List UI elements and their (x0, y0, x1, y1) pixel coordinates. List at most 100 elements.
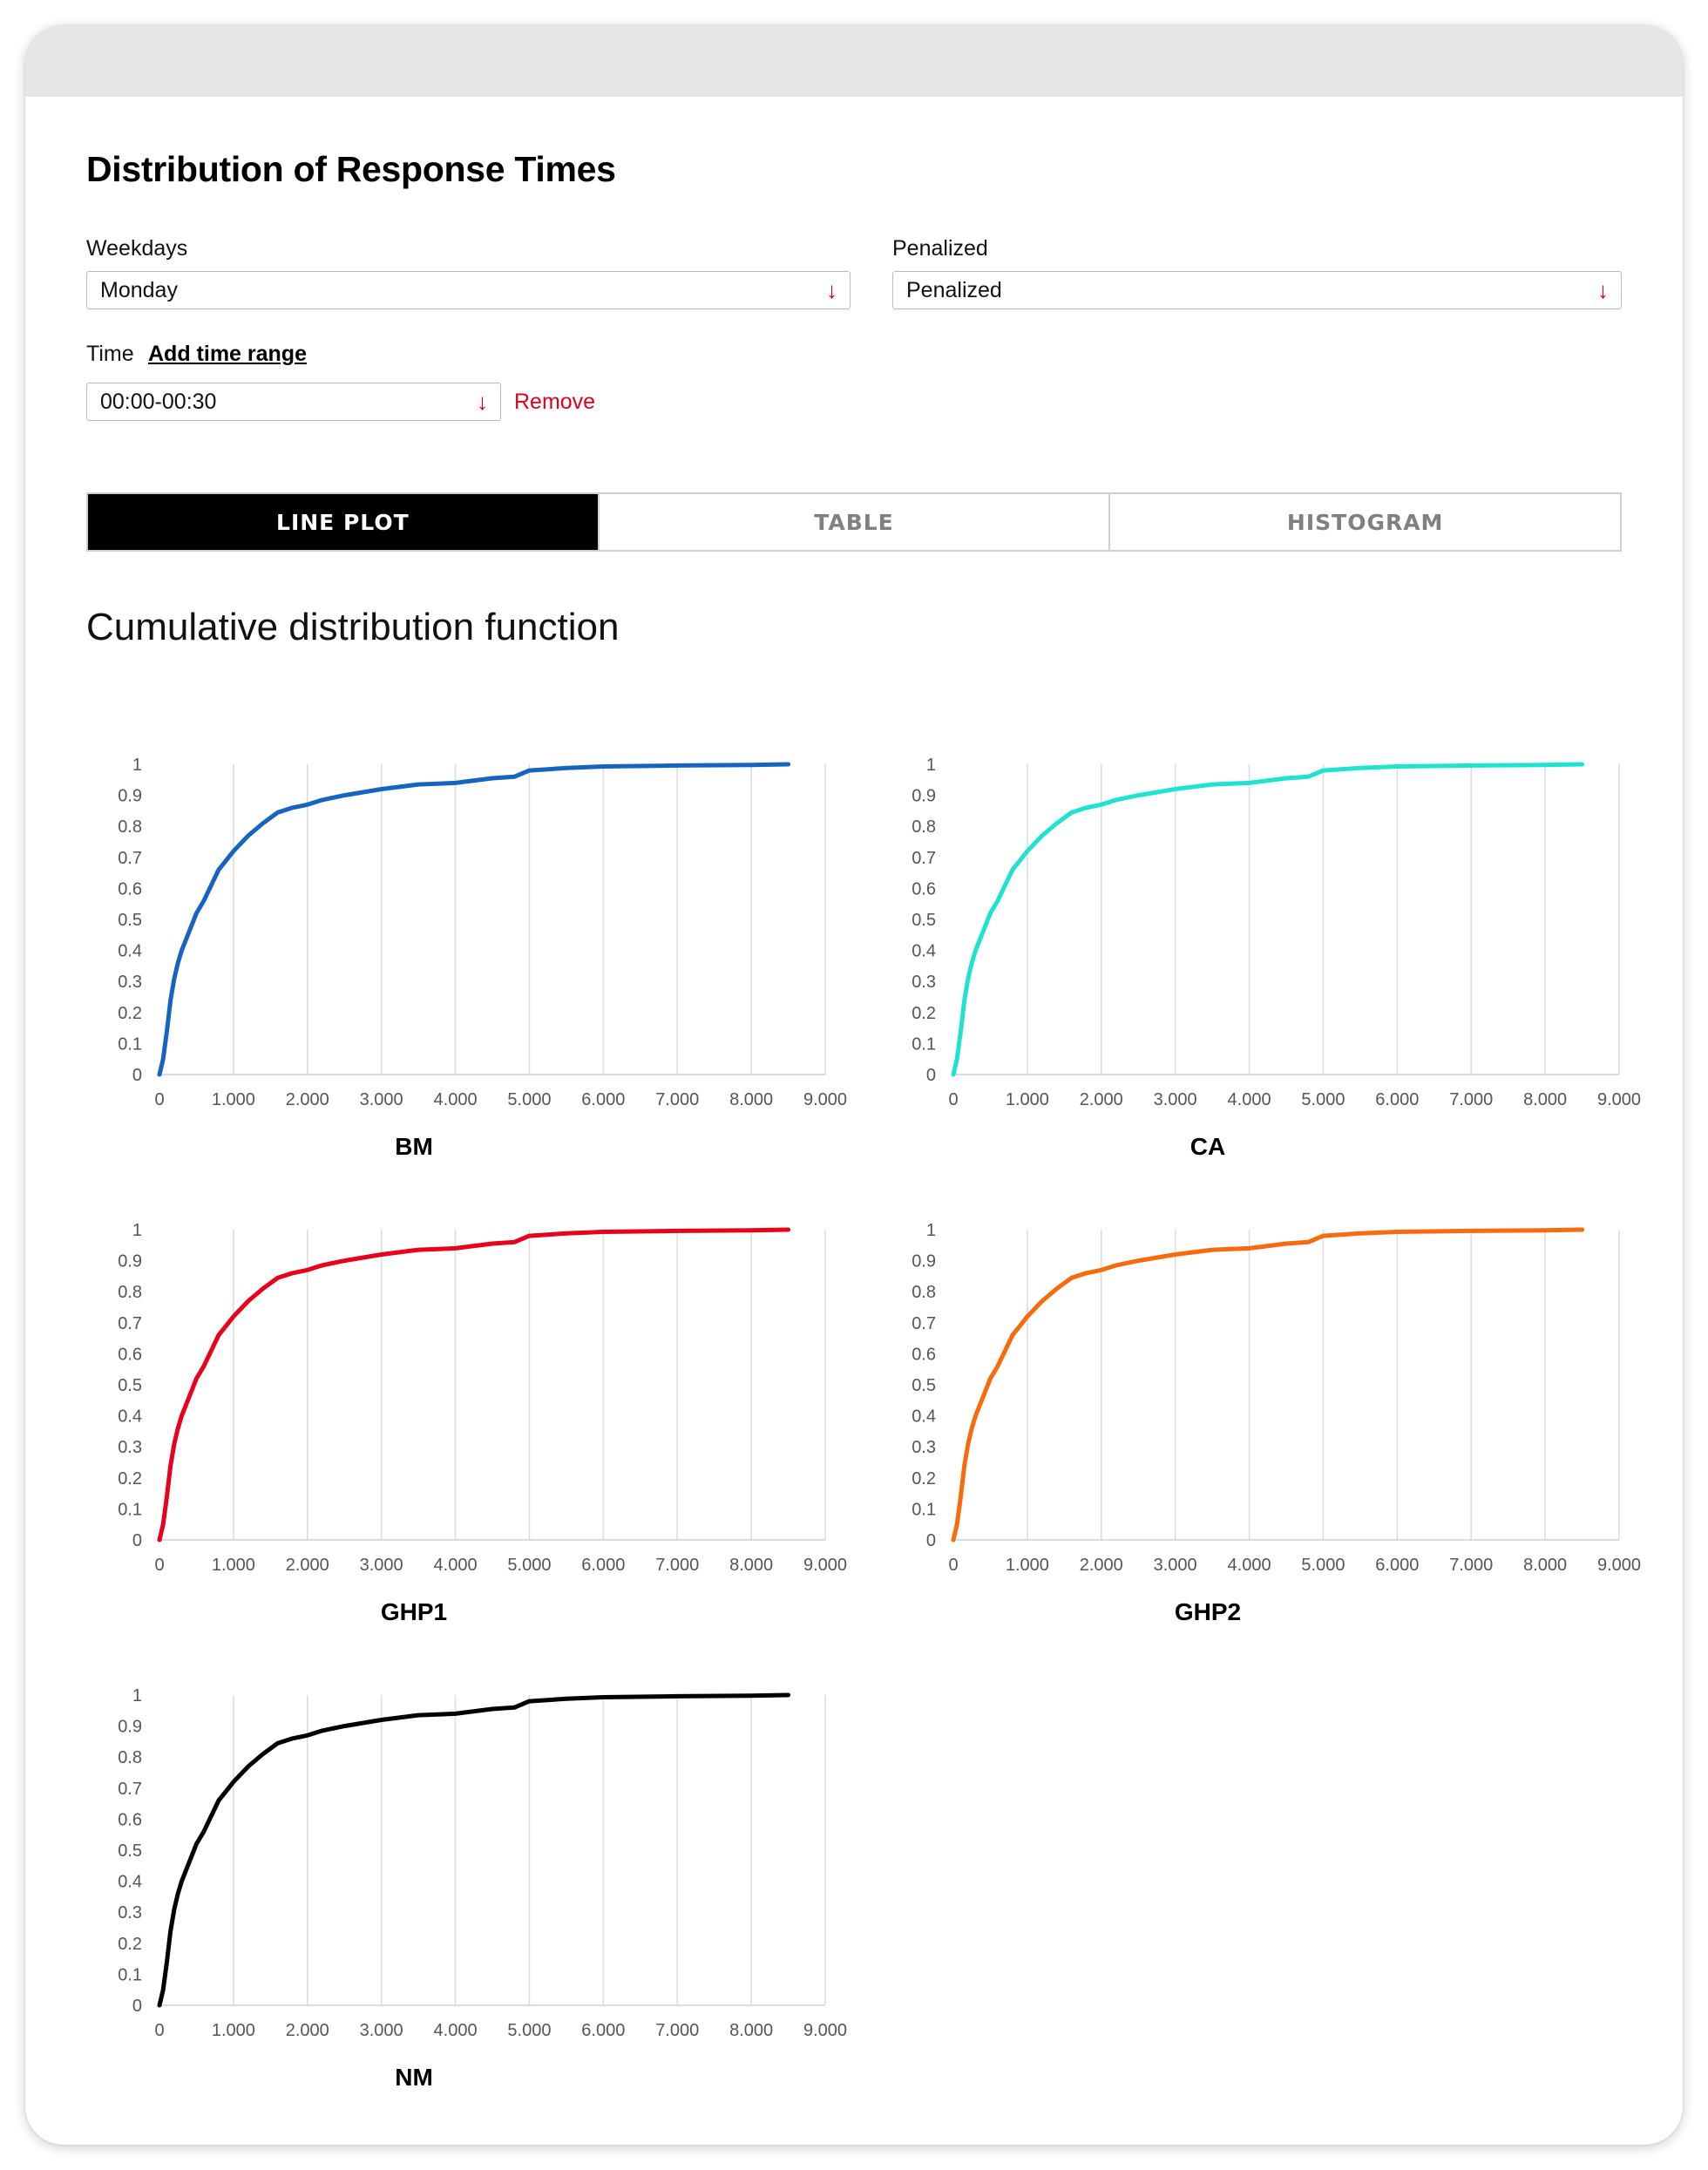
x-tick-label: 6.000 (581, 2021, 625, 2040)
y-tick-label: 0.6 (118, 1345, 142, 1364)
x-tick-label: 0 (154, 1556, 164, 1575)
x-tick-label: 3.000 (360, 1090, 403, 1109)
y-tick-label: 0.1 (118, 1034, 142, 1054)
y-tick-label: 0.3 (118, 1903, 142, 1922)
x-tick-label: 5.000 (507, 1556, 551, 1575)
x-tick-label: 3.000 (360, 2021, 403, 2040)
y-tick-label: 0.3 (912, 973, 936, 992)
y-tick-label: 0 (926, 1531, 936, 1550)
cdf-chart-ca: 0 1.000 2.000 3.000 4.000 5.000 6.000 7.000 8.00… (912, 756, 1641, 1160)
x-tick-label: 0 (154, 2021, 164, 2040)
y-tick-label: 0.4 (118, 1873, 142, 1892)
x-tick-label: 2.000 (286, 2021, 329, 2040)
series-line (157, 1692, 791, 2008)
y-tick-label: 0.5 (118, 911, 142, 930)
x-tick-label: 3.000 (360, 1556, 403, 1575)
y-tick-label: 0.4 (912, 942, 936, 961)
weekdays-label: Weekdays (86, 236, 188, 261)
y-tick-label: 0.4 (912, 1407, 936, 1427)
y-tick-label: 0.8 (912, 817, 936, 837)
x-tick-label: 7.000 (1449, 1556, 1493, 1575)
x-tick-label: 7.000 (655, 1090, 699, 1109)
time-range-select[interactable]: 00:00-00:30 ↓ (86, 383, 501, 421)
x-tick-label: 4.000 (434, 1090, 478, 1109)
y-tick-label: 0.8 (118, 817, 142, 837)
chart-title: GHP2 (1175, 1598, 1241, 1625)
x-tick-label: 8.000 (729, 1556, 773, 1575)
x-tick-label: 0 (154, 1090, 164, 1109)
y-tick-label: 0.8 (118, 1283, 142, 1302)
y-tick-label: 0.3 (118, 973, 142, 992)
x-tick-label: 6.000 (581, 1556, 625, 1575)
y-tick-label: 0 (132, 1531, 142, 1550)
series-line (951, 762, 1585, 1077)
series-line (157, 1227, 791, 1543)
x-tick-label: 5.000 (1301, 1556, 1345, 1575)
y-tick-label: 0.6 (912, 879, 936, 899)
y-tick-label: 0.4 (118, 942, 142, 961)
x-tick-label: 6.000 (1375, 1090, 1419, 1109)
x-tick-label: 4.000 (1228, 1556, 1271, 1575)
view-tabs: LINE PLOT TABLE HISTOGRAM (86, 492, 1622, 552)
y-tick-label: 0.2 (912, 1469, 936, 1488)
chart-title: GHP1 (381, 1598, 447, 1625)
y-tick-label: 0.9 (912, 787, 936, 806)
y-tick-label: 0.3 (118, 1438, 142, 1457)
remove-time-range-link[interactable]: Remove (514, 390, 596, 414)
weekdays-select-value: Monday (100, 277, 178, 302)
tab-histogram[interactable]: HISTOGRAM (1108, 494, 1621, 550)
x-tick-label: 7.000 (655, 2021, 699, 2040)
x-tick-label: 2.000 (1080, 1556, 1123, 1575)
series-line (951, 1227, 1585, 1543)
y-tick-label: 0.2 (118, 1469, 142, 1488)
y-tick-label: 0.7 (912, 1314, 936, 1333)
cdf-chart-ghp1: 0 1.000 2.000 3.000 4.000 5.000 6.000 7.000 8.00… (118, 1221, 847, 1625)
chart-title: CA (1190, 1133, 1225, 1160)
x-tick-label: 8.000 (729, 1090, 773, 1109)
x-tick-label: 5.000 (507, 2021, 551, 2040)
y-tick-label: 1 (926, 1221, 936, 1240)
x-tick-label: 2.000 (1080, 1090, 1123, 1109)
x-tick-label: 1.000 (1006, 1090, 1049, 1109)
y-tick-label: 0.7 (118, 849, 142, 868)
x-tick-label: 9.000 (803, 2021, 847, 2040)
y-tick-label: 0.8 (912, 1283, 936, 1302)
x-tick-label: 9.000 (1597, 1556, 1641, 1575)
y-tick-label: 0.5 (912, 911, 936, 930)
x-tick-label: 6.000 (1375, 1556, 1419, 1575)
series-line (157, 762, 791, 1077)
x-tick-label: 0 (948, 1556, 958, 1575)
y-tick-label: 0.3 (912, 1438, 936, 1457)
x-tick-label: 9.000 (1597, 1090, 1641, 1109)
x-tick-label: 9.000 (803, 1556, 847, 1575)
y-tick-label: 0.9 (118, 1252, 142, 1271)
x-tick-label: 7.000 (655, 1556, 699, 1575)
app-window: Distribution of Response Times Weekdays … (25, 25, 1683, 2145)
penalized-label: Penalized (892, 236, 988, 261)
y-tick-label: 0.6 (118, 1810, 142, 1829)
y-tick-label: 0 (132, 1066, 142, 1085)
x-tick-label: 1.000 (1006, 1556, 1049, 1575)
penalized-select[interactable]: Penalized ↓ (892, 271, 1622, 309)
x-tick-label: 5.000 (1301, 1090, 1345, 1109)
add-time-range-link[interactable]: Add time range (148, 342, 307, 366)
tab-table[interactable]: TABLE (597, 494, 1109, 550)
weekdays-select[interactable]: Monday ↓ (86, 271, 851, 309)
y-tick-label: 0.9 (118, 787, 142, 806)
y-tick-label: 0.8 (118, 1748, 142, 1767)
section-title: Cumulative distribution function (86, 606, 620, 648)
y-tick-label: 0.2 (912, 1004, 936, 1023)
y-tick-label: 0 (926, 1066, 936, 1085)
y-tick-label: 0 (132, 1997, 142, 2016)
x-tick-label: 8.000 (1523, 1556, 1567, 1575)
x-tick-label: 3.000 (1154, 1090, 1197, 1109)
tab-line-plot[interactable]: LINE PLOT (88, 494, 598, 550)
y-tick-label: 0.4 (118, 1407, 142, 1427)
y-tick-label: 0.1 (912, 1500, 936, 1519)
y-tick-label: 1 (132, 756, 142, 775)
arrow-down-icon: ↓ (826, 277, 837, 303)
x-tick-label: 8.000 (1523, 1090, 1567, 1109)
x-tick-label: 4.000 (434, 1556, 478, 1575)
y-tick-label: 1 (132, 1221, 142, 1240)
time-label: Time (86, 342, 134, 366)
